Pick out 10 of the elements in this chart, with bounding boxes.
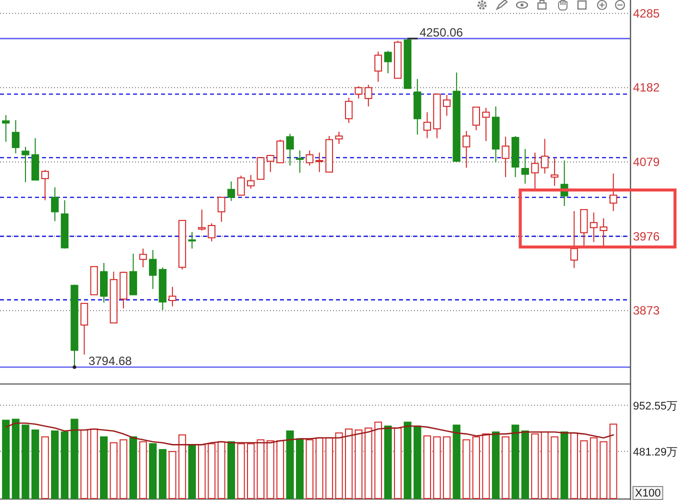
- y-tick-label: 4285: [633, 6, 660, 20]
- annotation: 4250.06: [420, 26, 463, 40]
- y-tick-label: 4182: [633, 80, 660, 95]
- y-tick-label: 3873: [633, 304, 660, 318]
- y-tick-label: 4079: [633, 154, 660, 169]
- y-tick-label: 481.29万: [633, 446, 678, 458]
- y-tick-label: 952.55万: [633, 400, 678, 412]
- y-tick-label: 3976: [633, 229, 660, 244]
- annotation: X100: [632, 486, 664, 500]
- annotation: 3794.68: [88, 354, 132, 368]
